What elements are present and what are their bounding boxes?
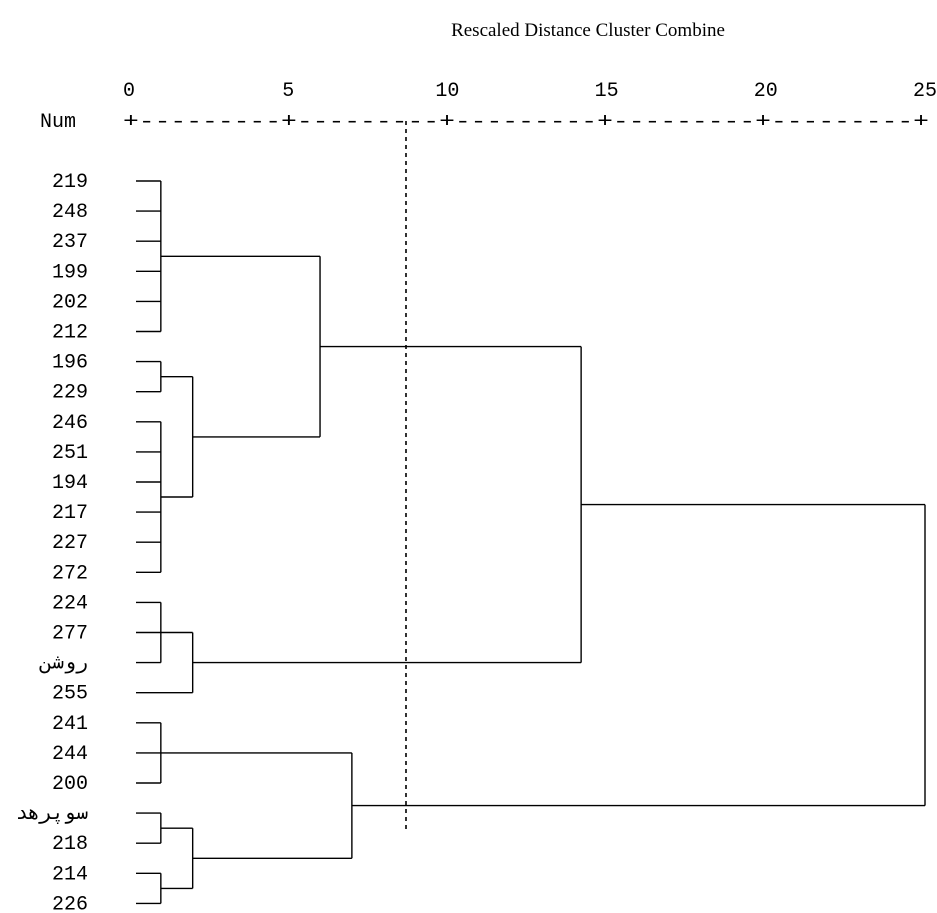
leaf-label: 272 — [52, 562, 88, 585]
leaf-label: 224 — [52, 592, 88, 615]
leaf-label: 218 — [52, 833, 88, 856]
axis-tick-label: 15 — [595, 80, 619, 103]
leaf-label: 219 — [52, 171, 88, 194]
leaf-label: 255 — [52, 683, 88, 706]
leaf-label: 244 — [52, 743, 88, 766]
axis-ticks: 0 5 10 15 20 25 — [123, 80, 937, 103]
axis-ruler: +---------+---------+---------+---------… — [123, 111, 929, 134]
leaf-label: 194 — [52, 472, 88, 495]
leaf-label: 227 — [52, 532, 88, 555]
chart-title: Rescaled Distance Cluster Combine — [451, 20, 725, 41]
leaf-label: 196 — [52, 352, 88, 375]
dendrogram-branches — [136, 180, 926, 905]
leaf-label: سوپرهد — [16, 803, 88, 826]
axis-tick-label: 10 — [435, 80, 459, 103]
leaf-label: 200 — [52, 773, 88, 796]
leaf-label: 237 — [52, 231, 88, 254]
axis-tick-label: 20 — [754, 80, 778, 103]
leaf-label: 226 — [52, 893, 88, 913]
leaf-label: 199 — [52, 261, 88, 284]
axis-tick-label: 5 — [282, 80, 294, 103]
leaf-label: 202 — [52, 291, 88, 314]
leaf-label: 246 — [52, 412, 88, 435]
leaf-label: 248 — [52, 201, 88, 224]
leaf-label: 214 — [52, 863, 88, 886]
leaf-label: 212 — [52, 322, 88, 345]
leaf-label: 217 — [52, 502, 88, 525]
row-header: Num — [40, 111, 76, 134]
axis-tick-label: 25 — [913, 80, 937, 103]
leaf-labels: 219 248 237 199 202 212 196 229 246 251 194 217 227 2… — [16, 171, 88, 913]
leaf-label: 277 — [52, 623, 88, 646]
leaf-label: 251 — [52, 442, 88, 465]
leaf-label: روشن — [39, 653, 88, 676]
leaf-label: 229 — [52, 382, 88, 405]
axis-tick-label: 0 — [123, 80, 135, 103]
leaf-label: 241 — [52, 713, 88, 736]
